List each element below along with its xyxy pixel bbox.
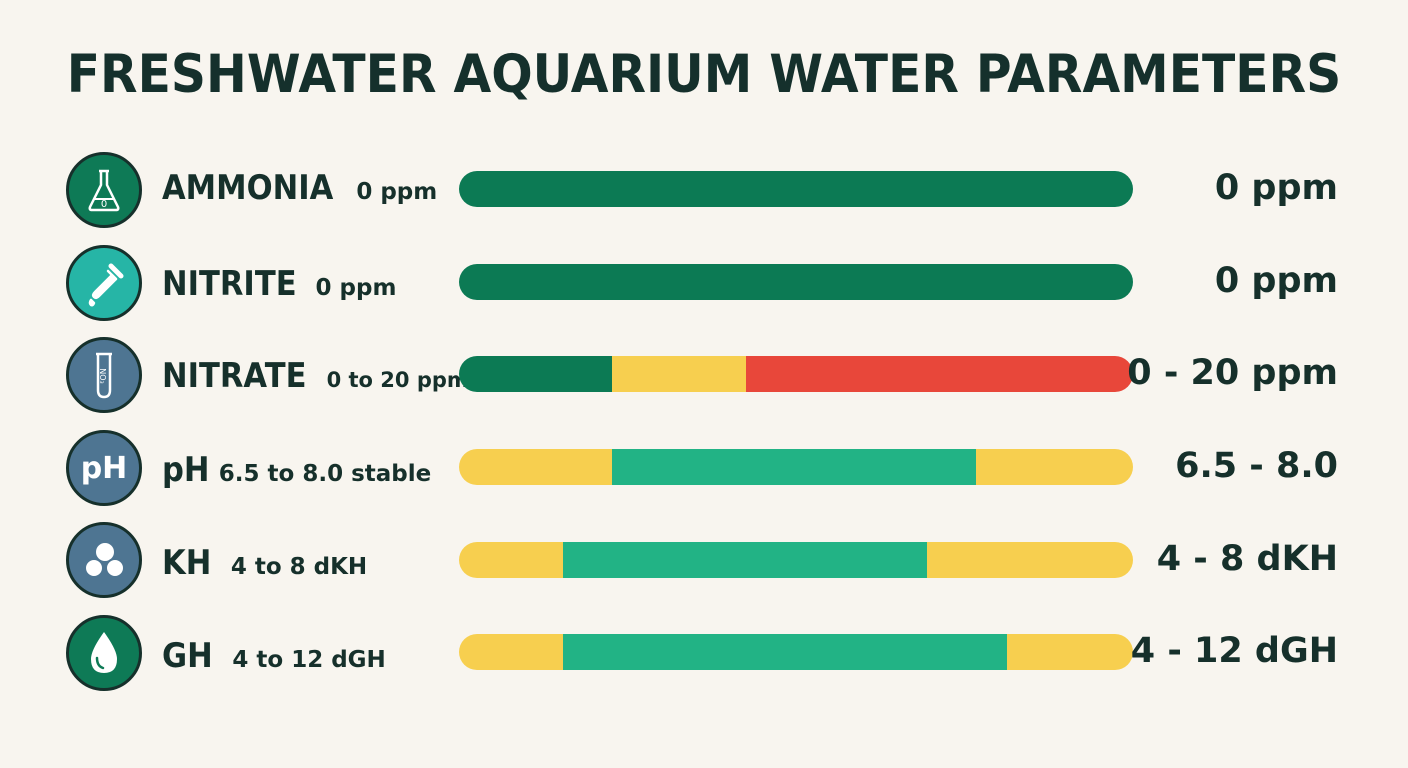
range-segment	[611, 449, 976, 485]
range-segment	[975, 449, 1133, 485]
test-tube-label: NO₃	[98, 368, 107, 384]
parameter-value: 0 ppm	[1214, 261, 1338, 301]
range-segment	[927, 542, 1133, 578]
parameter-row-kh: KH 4 to 8 dKH 4 - 8 dKH	[0, 522, 1408, 602]
range-bar	[459, 171, 1133, 207]
parameter-name: KH	[162, 543, 212, 583]
ph-icon: pH	[66, 430, 142, 506]
parameter-name: AMMONIA	[162, 168, 334, 208]
range-segment	[1006, 634, 1133, 670]
parameter-name: NITRATE	[162, 356, 307, 396]
parameter-value: 4 - 12 dGH	[1130, 631, 1338, 671]
flask-icon: 0	[66, 152, 142, 228]
range-segment	[563, 634, 1007, 670]
parameter-name: NITRITE	[162, 264, 297, 304]
range-bar	[459, 449, 1133, 485]
water-drop-icon	[66, 615, 142, 691]
parameter-value: 6.5 - 8.0	[1175, 446, 1338, 486]
parameter-value: 0 ppm	[1214, 168, 1338, 208]
parameter-value: 4 - 8 dKH	[1156, 539, 1338, 579]
page-title: FRESHWATER AQUARIUM WATER PARAMETERS	[66, 44, 1342, 105]
parameter-range: 6.5 to 8.0 stable	[218, 461, 432, 487]
parameter-label: GH 4 to 12 dGH	[162, 636, 386, 676]
range-segment	[459, 634, 564, 670]
parameter-range: 0 ppm	[315, 275, 397, 301]
parameter-range: 4 to 8 dKH	[230, 554, 368, 580]
parameter-label: KH 4 to 8 dKH	[162, 543, 367, 583]
parameter-label: NITRATE 0 to 20 ppm	[162, 356, 469, 396]
dropper-icon	[66, 245, 142, 321]
ph-icon-label: pH	[80, 450, 128, 486]
parameter-row-nitrate: NO₃ NITRATE 0 to 20 ppm 0 - 20 ppm	[0, 336, 1408, 416]
parameter-label: NITRITE 0 ppm	[162, 264, 396, 304]
parameter-range: 0 ppm	[356, 179, 438, 205]
parameter-row-nitrite: NITRITE 0 ppm 0 ppm	[0, 243, 1408, 323]
svg-text:0: 0	[101, 199, 107, 210]
parameter-range: 4 to 12 dGH	[232, 647, 386, 673]
range-segment	[459, 264, 1133, 300]
range-segment	[459, 356, 612, 392]
test-tube-icon: NO₃	[66, 337, 142, 413]
range-segment	[459, 171, 1133, 207]
parameter-name: pH	[162, 450, 210, 490]
range-segment	[563, 542, 928, 578]
parameter-row-ammonia: 0 AMMONIA 0 ppm 0 ppm	[0, 150, 1408, 230]
parameter-row-ph: pH pH 6.5 to 8.0 stable 6.5 - 8.0	[0, 429, 1408, 509]
range-segment	[746, 356, 1133, 392]
minerals-icon	[66, 522, 142, 598]
range-bar	[459, 634, 1133, 670]
range-segment	[459, 449, 612, 485]
parameter-label: pH 6.5 to 8.0 stable	[162, 450, 431, 490]
range-bar	[459, 264, 1133, 300]
range-segment	[611, 356, 747, 392]
parameter-name: GH	[162, 636, 213, 676]
parameter-label: AMMONIA 0 ppm	[162, 168, 437, 208]
range-bar	[459, 542, 1133, 578]
parameter-range: 0 to 20 ppm	[326, 368, 469, 392]
range-segment	[459, 542, 564, 578]
parameter-value: 0 - 20 ppm	[1127, 353, 1338, 393]
parameter-row-gh: GH 4 to 12 dGH 4 - 12 dGH	[0, 614, 1408, 694]
range-bar	[459, 356, 1133, 392]
